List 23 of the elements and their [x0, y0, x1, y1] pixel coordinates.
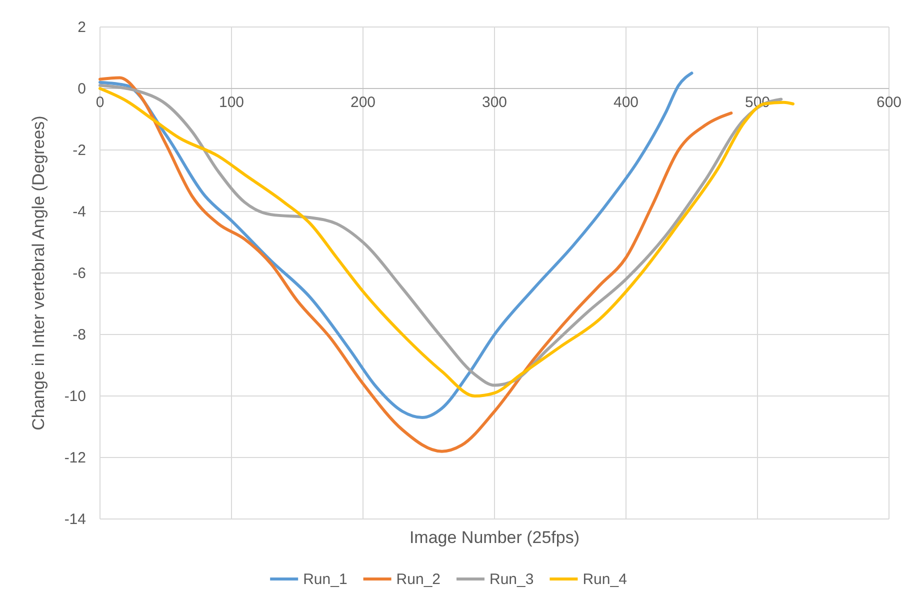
x-axis-title: Image Number (25fps)	[409, 528, 580, 547]
x-tick-label: 100	[218, 94, 244, 112]
legend-label: Run_2	[396, 571, 440, 588]
y-tick-label: 0	[78, 80, 86, 98]
legend-label: Run_4	[582, 571, 627, 588]
line-series	[98, 72, 694, 420]
y-tick-label: -4	[72, 203, 86, 220]
y-tick-label: -2	[72, 142, 86, 159]
x-tick-label: 200	[350, 94, 376, 112]
line-series	[98, 76, 733, 453]
legend-label: Run_3	[490, 571, 534, 588]
y-tick-label: -6	[72, 264, 86, 282]
x-tick-label: 0	[96, 94, 104, 112]
y-tick-label: -12	[64, 449, 86, 466]
legend-label: Run_1	[303, 571, 348, 588]
y-tick-label: -8	[72, 326, 86, 344]
y-tick-label: -10	[64, 388, 86, 405]
y-tick-label: -14	[64, 510, 86, 528]
y-axis-title: Change in Inter vertebral Angle (Degrees)	[29, 116, 48, 430]
y-tick-label: 2	[78, 18, 86, 36]
x-tick-label: 300	[482, 94, 508, 112]
x-tick-label: 600	[876, 94, 902, 112]
x-tick-label: 400	[613, 94, 639, 112]
